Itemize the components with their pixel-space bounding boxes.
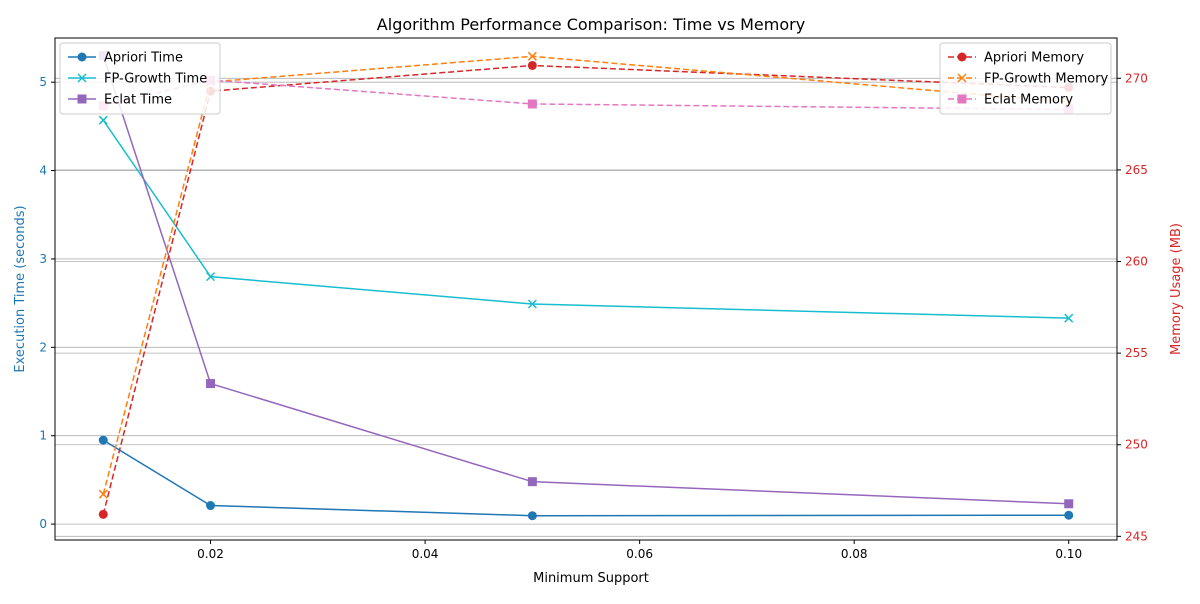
y-left-tick-label: 2 <box>39 340 47 354</box>
x-tick-label: 0.02 <box>197 547 224 561</box>
y-axis-left: 0 1 2 3 4 5 <box>39 75 55 531</box>
memory-point <box>528 99 537 108</box>
y-axis-left-label: Execution Time (seconds) <box>13 205 28 372</box>
y-left-tick-label: 3 <box>39 252 47 266</box>
y-axis-right: 245 250 255 260 265 270 <box>1117 71 1148 543</box>
y-right-tick-label: 245 <box>1125 529 1148 543</box>
x-tick-label: 0.04 <box>412 547 439 561</box>
time-point <box>1064 511 1073 520</box>
legend-time: Apriori Time FP-Growth Time Eclat Time <box>60 43 220 114</box>
time-point <box>528 511 537 520</box>
memory-point <box>99 510 108 519</box>
legend-label: FP-Growth Memory <box>984 72 1109 87</box>
legend-label: Eclat Memory <box>984 93 1073 108</box>
y-right-tick-label: 270 <box>1125 71 1148 85</box>
memory-point <box>528 61 537 70</box>
time-point <box>206 379 215 388</box>
legend-marker <box>78 53 87 62</box>
time-point <box>528 477 537 486</box>
x-axis-label: Minimum Support <box>533 571 649 586</box>
time-point <box>1064 499 1073 508</box>
x-tick-label: 0.10 <box>1055 547 1082 561</box>
legend-label: Apriori Memory <box>984 51 1084 66</box>
y-left-tick-label: 0 <box>39 517 47 531</box>
x-axis: 0.02 0.04 0.06 0.08 0.10 <box>197 540 1082 561</box>
y-left-tick-label: 1 <box>39 429 47 443</box>
legend-marker <box>78 95 87 104</box>
y-right-tick-label: 250 <box>1125 438 1148 452</box>
legend-label: Apriori Time <box>104 51 183 66</box>
legend-label: FP-Growth Time <box>104 72 207 87</box>
y-right-tick-label: 265 <box>1125 163 1148 177</box>
x-tick-label: 0.06 <box>626 547 653 561</box>
x-tick-label: 0.08 <box>841 547 868 561</box>
time-point <box>206 501 215 510</box>
legend-marker <box>958 53 967 62</box>
y-right-tick-label: 260 <box>1125 255 1148 269</box>
y-left-tick-label: 4 <box>39 164 47 178</box>
y-axis-right-label: Memory Usage (MB) <box>1169 223 1184 355</box>
y-left-tick-label: 5 <box>39 75 47 89</box>
y-right-tick-label: 255 <box>1125 346 1148 360</box>
legend-marker <box>958 95 967 104</box>
chart-title: Algorithm Performance Comparison: Time v… <box>377 15 805 34</box>
legend-label: Eclat Time <box>104 93 172 108</box>
legend-memory: Apriori Memory FP-Growth Memory Eclat Memo… <box>940 43 1111 114</box>
time-point <box>99 436 108 445</box>
